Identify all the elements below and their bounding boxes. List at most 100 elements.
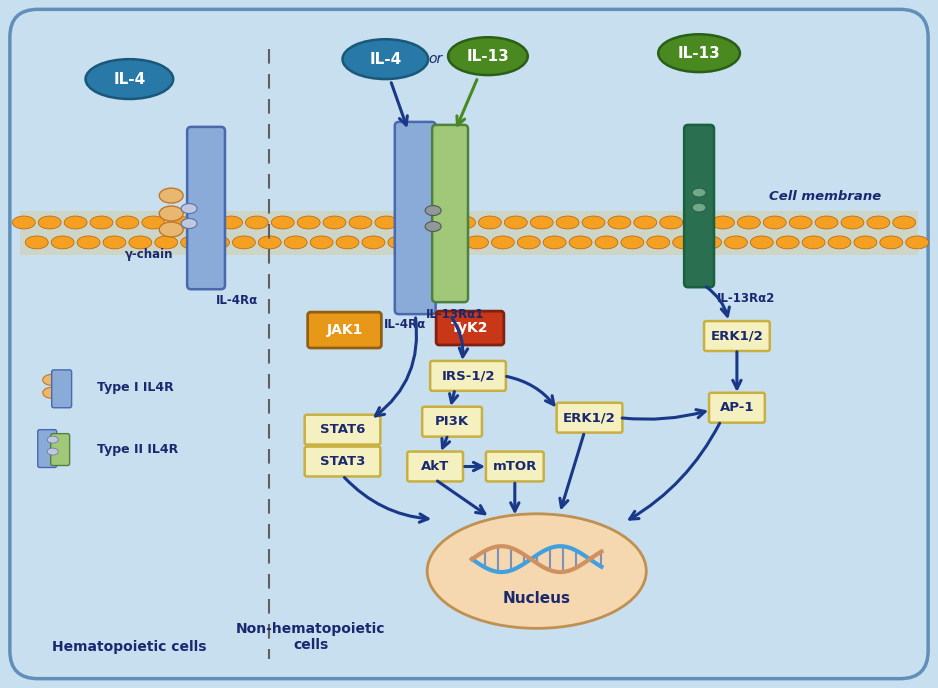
Ellipse shape: [724, 236, 748, 249]
Text: Hematopoietic cells: Hematopoietic cells: [53, 640, 206, 654]
Ellipse shape: [142, 216, 165, 229]
Ellipse shape: [658, 34, 740, 72]
Text: ERK1/2: ERK1/2: [711, 330, 764, 343]
Text: IL-4Rα: IL-4Rα: [385, 318, 427, 331]
Ellipse shape: [828, 236, 851, 249]
Text: Type II IL4R: Type II IL4R: [97, 443, 178, 456]
Ellipse shape: [323, 216, 346, 229]
Text: γ-chain: γ-chain: [125, 248, 174, 261]
Text: Nucleus: Nucleus: [503, 592, 570, 606]
Text: AP-1: AP-1: [719, 401, 754, 414]
Ellipse shape: [116, 216, 139, 229]
Ellipse shape: [233, 236, 255, 249]
Bar: [20, 211, 918, 255]
Ellipse shape: [427, 514, 646, 628]
Ellipse shape: [38, 216, 61, 229]
Ellipse shape: [181, 219, 197, 228]
FancyBboxPatch shape: [407, 451, 463, 482]
Ellipse shape: [906, 236, 929, 249]
Ellipse shape: [206, 236, 230, 249]
Text: IL-4Rα: IL-4Rα: [216, 294, 258, 308]
Ellipse shape: [427, 216, 449, 229]
Ellipse shape: [375, 216, 398, 229]
Ellipse shape: [647, 236, 670, 249]
Ellipse shape: [478, 216, 502, 229]
Ellipse shape: [425, 206, 441, 215]
Ellipse shape: [686, 216, 708, 229]
Ellipse shape: [414, 236, 436, 249]
Ellipse shape: [43, 387, 61, 398]
Ellipse shape: [556, 216, 579, 229]
Text: AkT: AkT: [421, 460, 449, 473]
Ellipse shape: [47, 448, 58, 455]
Ellipse shape: [893, 216, 915, 229]
Ellipse shape: [505, 216, 527, 229]
FancyBboxPatch shape: [52, 370, 71, 408]
Ellipse shape: [465, 236, 489, 249]
Ellipse shape: [297, 216, 320, 229]
Ellipse shape: [440, 236, 462, 249]
Text: ERK1/2: ERK1/2: [563, 411, 616, 424]
Ellipse shape: [284, 236, 307, 249]
Text: IL-4: IL-4: [370, 52, 401, 67]
FancyBboxPatch shape: [305, 447, 381, 477]
Text: STAT6: STAT6: [320, 423, 365, 436]
FancyBboxPatch shape: [422, 407, 482, 437]
Text: TyK2: TyK2: [451, 321, 489, 335]
Ellipse shape: [634, 216, 657, 229]
Ellipse shape: [582, 216, 605, 229]
Ellipse shape: [159, 206, 183, 221]
Ellipse shape: [103, 236, 126, 249]
Text: Cell membrane: Cell membrane: [769, 190, 881, 203]
Text: JAK1: JAK1: [326, 323, 363, 337]
Ellipse shape: [349, 216, 371, 229]
Ellipse shape: [258, 236, 281, 249]
Ellipse shape: [543, 236, 567, 249]
Ellipse shape: [181, 236, 204, 249]
Ellipse shape: [764, 216, 786, 229]
Text: IL-13Rα2: IL-13Rα2: [717, 292, 776, 305]
Ellipse shape: [90, 216, 113, 229]
Ellipse shape: [712, 216, 734, 229]
Ellipse shape: [85, 59, 174, 99]
Ellipse shape: [750, 236, 773, 249]
FancyBboxPatch shape: [556, 402, 623, 433]
Ellipse shape: [492, 236, 514, 249]
Ellipse shape: [271, 216, 295, 229]
FancyBboxPatch shape: [709, 393, 764, 422]
Ellipse shape: [789, 216, 812, 229]
Text: IL-13: IL-13: [677, 45, 720, 61]
Ellipse shape: [159, 222, 183, 237]
Ellipse shape: [401, 216, 424, 229]
Ellipse shape: [692, 188, 706, 197]
Ellipse shape: [692, 203, 706, 212]
Text: IL-4: IL-4: [113, 72, 145, 87]
Ellipse shape: [155, 236, 177, 249]
Ellipse shape: [659, 216, 683, 229]
Text: IL-13Rα1: IL-13Rα1: [426, 308, 484, 321]
Text: IL-13: IL-13: [466, 49, 509, 64]
FancyBboxPatch shape: [704, 321, 770, 351]
Ellipse shape: [699, 236, 721, 249]
Ellipse shape: [880, 236, 902, 249]
Ellipse shape: [621, 236, 643, 249]
Ellipse shape: [387, 236, 411, 249]
Ellipse shape: [12, 216, 36, 229]
Ellipse shape: [802, 236, 825, 249]
Ellipse shape: [815, 216, 838, 229]
Ellipse shape: [673, 236, 696, 249]
Ellipse shape: [362, 236, 385, 249]
FancyBboxPatch shape: [308, 312, 382, 348]
Ellipse shape: [841, 216, 864, 229]
FancyBboxPatch shape: [10, 10, 928, 678]
FancyBboxPatch shape: [436, 311, 504, 345]
Ellipse shape: [47, 436, 58, 443]
Text: PI3K: PI3K: [435, 415, 469, 428]
Ellipse shape: [530, 216, 553, 229]
FancyBboxPatch shape: [38, 429, 56, 468]
Ellipse shape: [425, 222, 441, 231]
Ellipse shape: [193, 216, 217, 229]
Ellipse shape: [219, 216, 242, 229]
Ellipse shape: [595, 236, 618, 249]
Ellipse shape: [342, 39, 428, 79]
